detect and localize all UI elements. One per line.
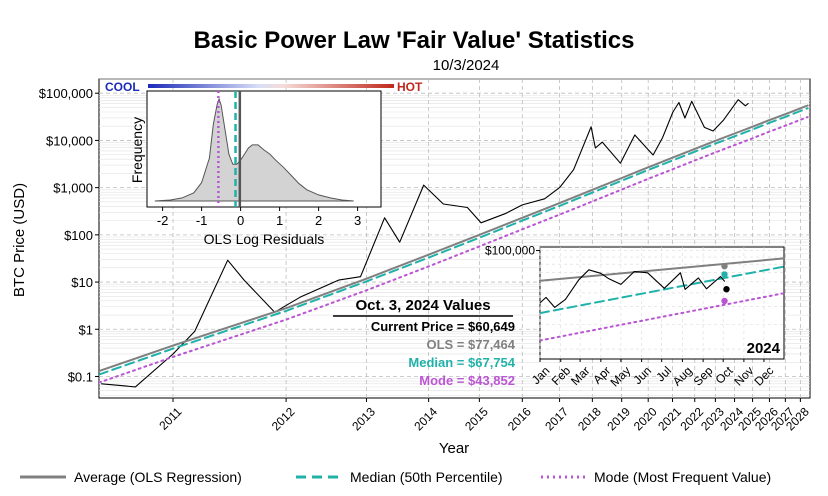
- x-axis-tick-labels: 2011 2012 2013 2014 2015 2016 2017 2018 20192020…: [156, 404, 812, 433]
- residuals-x-tick-label: -2: [157, 213, 169, 228]
- zoom-2024-y-tick: $100,000: [485, 244, 535, 258]
- x-tick-label: 2013: [349, 404, 378, 433]
- y-tick-label: $100: [64, 228, 93, 243]
- y-tick-label: $10: [71, 275, 93, 290]
- x-tick-label: 2021: [655, 404, 684, 433]
- x-tick-label: 2016: [505, 404, 534, 433]
- main-series-lines: [99, 99, 809, 388]
- zoom-2024-year-label: 2024: [747, 340, 781, 357]
- values-box-title: Oct. 3, 2024 Values: [355, 297, 490, 314]
- zoom-2024-point-current-price: [723, 286, 730, 293]
- y-tick-label: $100,000: [39, 86, 93, 101]
- x-axis-label: Year: [439, 440, 469, 457]
- y-axis-tick-labels: $0.1 $1 $10 $100 $1,000 $10,000 $100,000: [39, 86, 93, 384]
- zoom-2024-point-median: [721, 271, 728, 278]
- residuals-density-inset: -2 -1 0 1 2 3 OLS Log Residuals Frequency: [129, 90, 382, 247]
- chart-subtitle-date: 10/3/2024: [433, 57, 500, 74]
- median-value: Median = $67,754: [408, 355, 515, 370]
- x-tick-label: 2014: [411, 404, 440, 433]
- cool-hot-scale: COOL HOT: [105, 80, 423, 94]
- x-tick-label: 2015: [462, 404, 491, 433]
- cool-hot-gradient-bar: [148, 84, 394, 88]
- y-axis-label: BTC Price (USD): [11, 183, 28, 297]
- series-mode-most-frequent-value: [99, 116, 809, 384]
- residuals-x-tick-label: 0: [237, 213, 244, 228]
- residuals-x-tick-label: 1: [276, 213, 283, 228]
- cool-label: COOL: [105, 80, 140, 94]
- residuals-y-label: Frequency: [129, 117, 145, 183]
- zoom-2024-series-ols: [540, 257, 784, 282]
- y-tick-label: $0.1: [68, 369, 93, 384]
- residuals-density-marks: [154, 91, 354, 207]
- residuals-x-label: OLS Log Residuals: [204, 231, 325, 247]
- legend: Average (OLS Regression) Median (50th Pe…: [20, 469, 771, 485]
- legend-ols-label: Average (OLS Regression): [74, 469, 242, 485]
- legend-mode-label: Mode (Most Frequent Value): [594, 469, 771, 485]
- ols-value: OLS = $77,464: [426, 337, 515, 352]
- residuals-density-area: [154, 97, 354, 202]
- x-tick-label: 2017: [542, 404, 571, 433]
- y-tick-label: $1,000: [53, 181, 93, 196]
- x-tick-label: 2019: [604, 404, 633, 433]
- series-median-50th-percentile: [99, 107, 809, 376]
- y-tick-label: $1: [79, 322, 93, 337]
- zoom-2024-series-median: [540, 265, 784, 315]
- zoom-2024-lines: [540, 257, 784, 342]
- zoom-2024-point-ols: [721, 263, 728, 270]
- zoom-2024-series-price: [540, 269, 726, 308]
- hot-label: HOT: [397, 80, 423, 94]
- residuals-x-ticks: -2 -1 0 1 2 3: [157, 207, 361, 228]
- y-tick-label: $10,000: [46, 133, 93, 148]
- x-tick-label: 2012: [269, 404, 298, 433]
- zoom-2024-grid: [536, 247, 784, 359]
- legend-median-label: Median (50th Percentile): [350, 469, 503, 485]
- residuals-x-tick-label: 2: [315, 213, 322, 228]
- residuals-x-tick-label: 3: [354, 213, 361, 228]
- current-price-value: Current Price = $60,649: [371, 319, 515, 334]
- series-average-ols-regression: [99, 104, 809, 373]
- values-box: Oct. 3, 2024 Values Current Price = $60,…: [333, 297, 516, 388]
- x-tick-label: 2011: [156, 404, 184, 432]
- chart-title: Basic Power Law 'Fair Value' Statistics: [194, 27, 635, 54]
- x-tick-label: 2020: [631, 404, 660, 433]
- zoom-2024-point-mode: [721, 297, 728, 305]
- zoom-2024-series-mode: [540, 292, 784, 342]
- series-btc-price: [100, 99, 749, 388]
- x-tick-label: 2018: [575, 404, 604, 433]
- main-grid: [95, 78, 810, 402]
- zoom-2024-points: [721, 263, 730, 305]
- mode-value: Mode = $43,852: [419, 373, 515, 388]
- residuals-x-tick-label: -1: [196, 213, 208, 228]
